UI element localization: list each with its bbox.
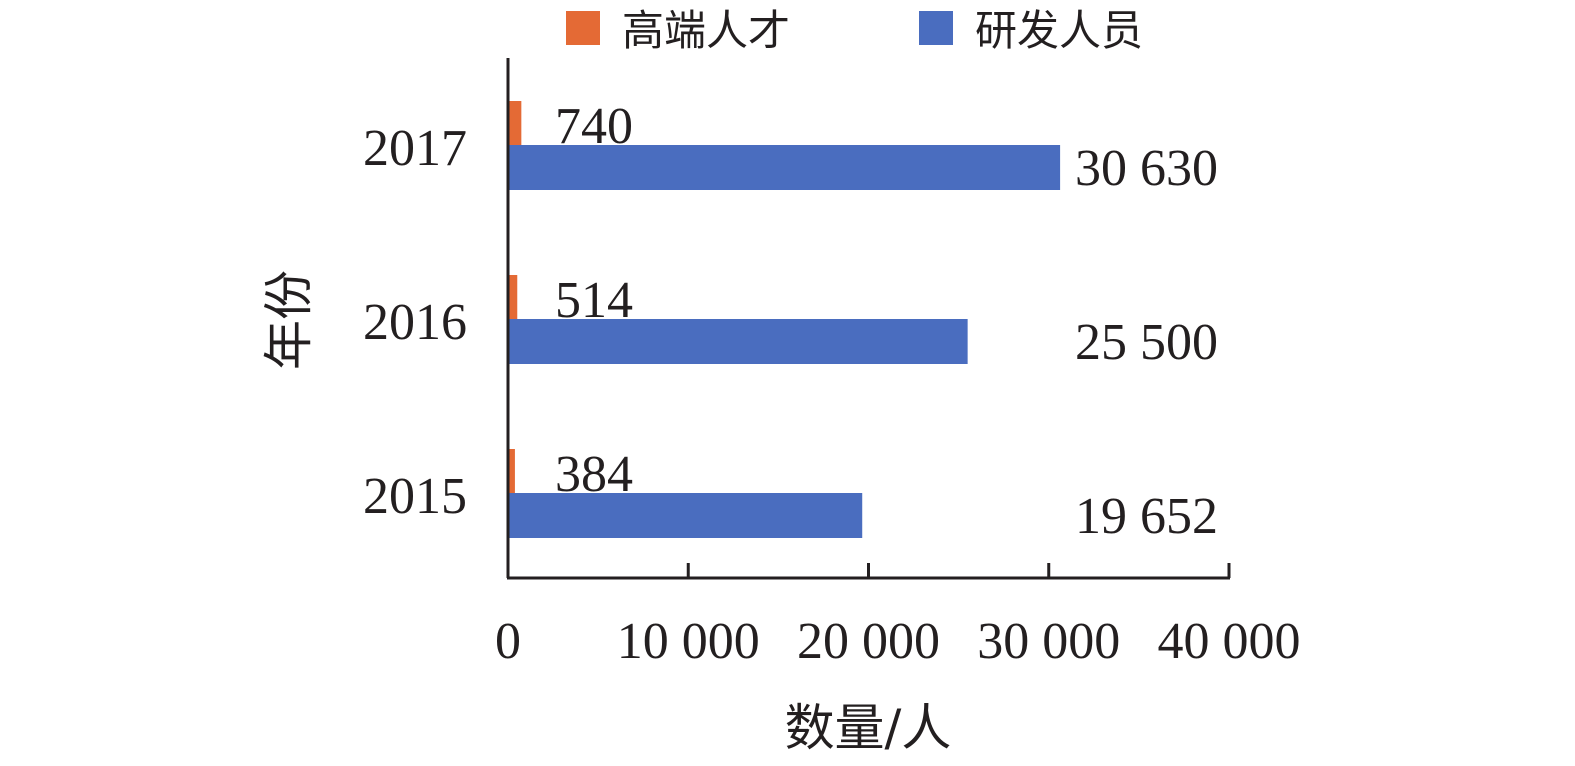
value-label-high-end-talent-2017: 740 (555, 98, 633, 155)
value-label-high-end-talent-2016: 514 (555, 272, 633, 329)
value-label-rd-staff-2016: 25 500 (1075, 314, 1218, 371)
ticks: 0 10 000 20 000 30 000 40 000 (495, 563, 1301, 670)
bar-rd-staff-2017 (508, 145, 1061, 190)
x-tick-label-20000: 20 000 (797, 613, 940, 670)
legend-item-rd-staff: 研发人员 (919, 6, 1143, 55)
value-label-rd-staff-2015: 19 652 (1075, 488, 1218, 545)
value-label-high-end-talent-2015: 384 (555, 446, 633, 503)
x-axis-title: 数量/人 (785, 699, 952, 757)
legend-swatch (919, 11, 953, 45)
category-label-2017: 2017 (363, 120, 467, 177)
category-label-2015: 2015 (363, 468, 467, 525)
x-tick-label-40000: 40 000 (1158, 613, 1301, 670)
value-labels: 740 30 630 514 25 500 384 19 652 (555, 98, 1218, 545)
value-label-rd-staff-2017: 30 630 (1075, 140, 1218, 197)
x-tick-label-30000: 30 000 (977, 613, 1120, 670)
y-axis-title: 年份 (260, 270, 318, 370)
bar-rd-staff-2015 (508, 493, 863, 538)
bar-high-end-talent-2016 (508, 275, 518, 319)
x-tick-label-0: 0 (495, 613, 521, 670)
bars (508, 101, 1061, 538)
legend: 高端人才 研发人员 (566, 6, 1143, 55)
legend-item-high-end-talent: 高端人才 (566, 6, 790, 55)
category-labels: 2017 2016 2015 (363, 120, 467, 525)
x-tick-label-10000: 10 000 (617, 613, 760, 670)
bar-high-end-talent-2015 (508, 449, 515, 493)
legend-swatch (566, 11, 600, 45)
legend-label: 研发人员 (975, 6, 1143, 55)
legend-label: 高端人才 (622, 6, 790, 55)
category-label-2016: 2016 (363, 294, 467, 351)
bar-rd-staff-2016 (508, 319, 968, 364)
bar-high-end-talent-2017 (508, 101, 522, 145)
